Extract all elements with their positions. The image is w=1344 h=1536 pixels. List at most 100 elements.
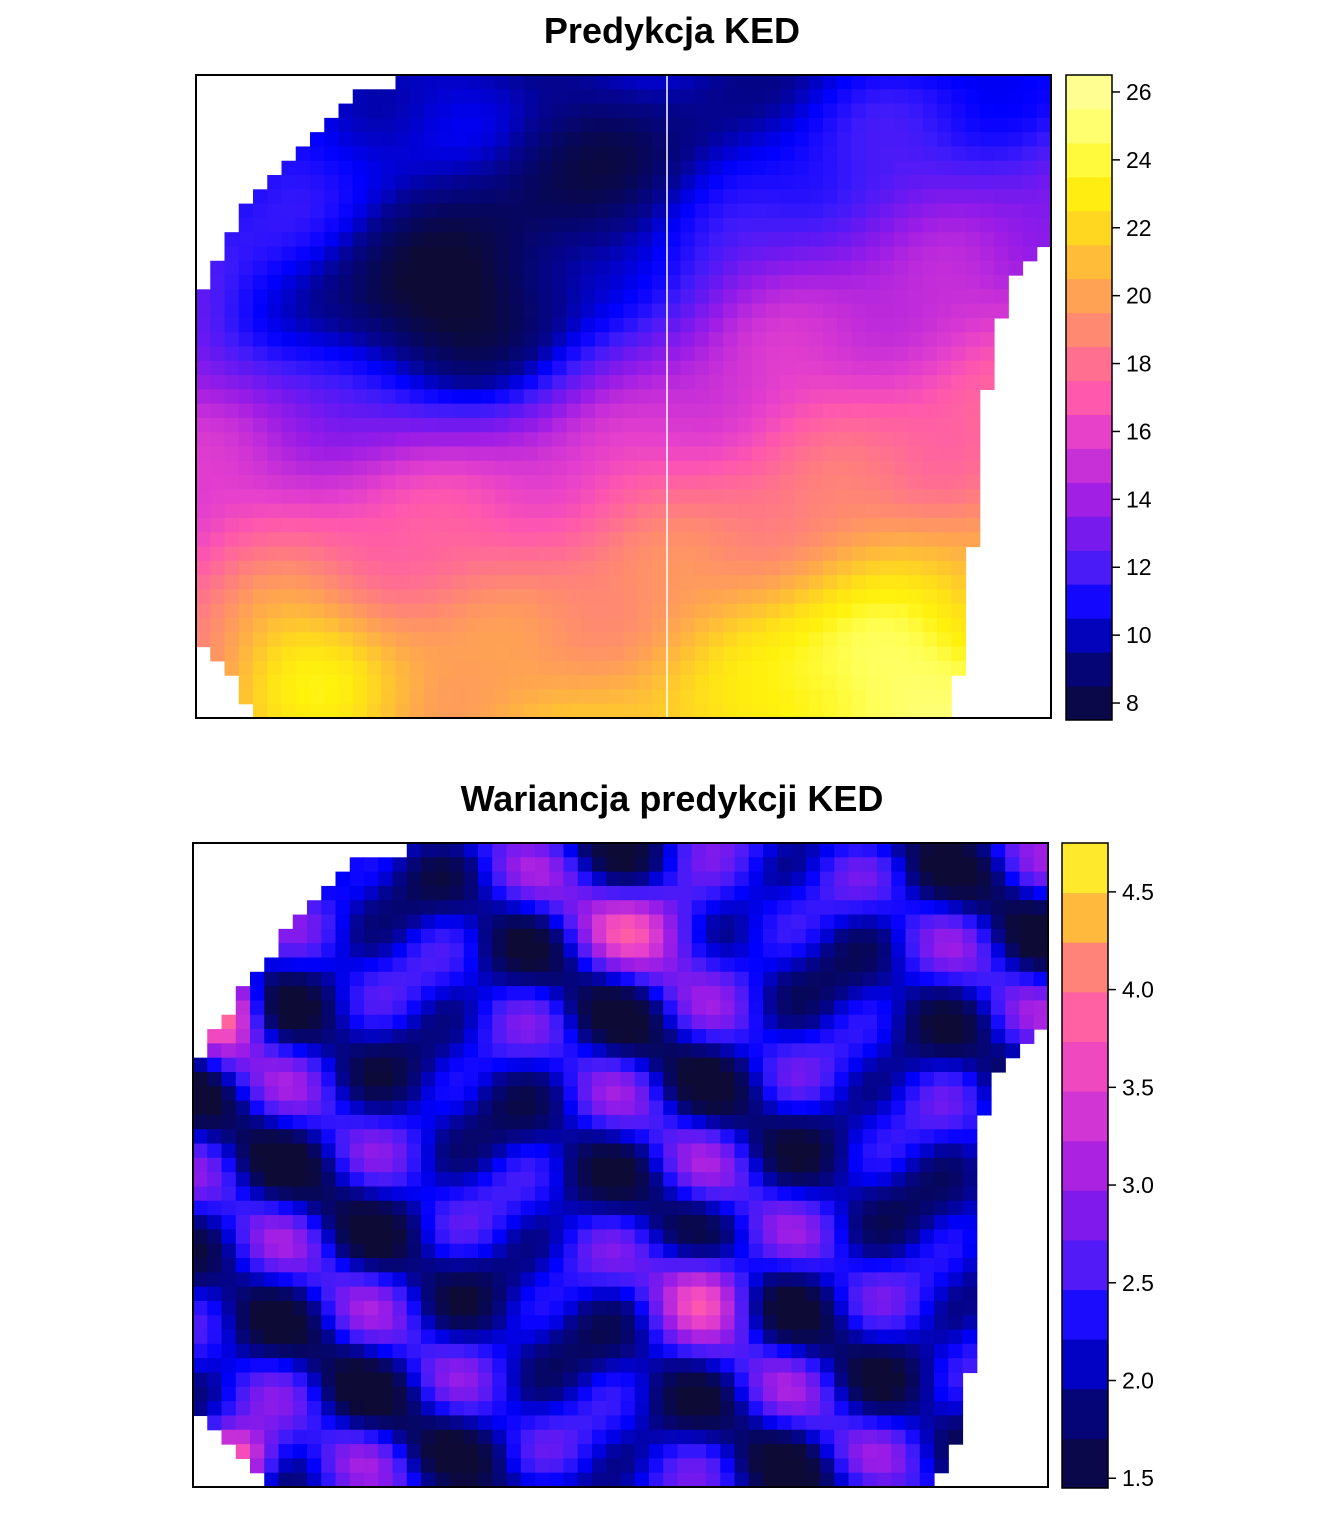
heatmap-cell xyxy=(680,132,696,148)
heatmap-cell xyxy=(367,89,382,105)
heatmap-cell xyxy=(495,632,511,648)
heatmap-cell xyxy=(478,1372,493,1388)
heatmap-cell xyxy=(677,1014,693,1030)
heatmap-cell xyxy=(694,532,710,548)
heatmap-cell xyxy=(965,460,981,476)
heatmap-cell xyxy=(823,532,838,548)
heatmap-cell xyxy=(649,1258,664,1273)
heatmap-cell xyxy=(637,75,653,90)
heatmap-cell xyxy=(435,1014,451,1030)
heatmap-cell xyxy=(466,460,482,476)
heatmap-cell xyxy=(278,971,294,987)
heatmap-cell xyxy=(364,1415,379,1431)
heatmap-cell xyxy=(552,546,568,562)
heatmap-cell xyxy=(934,1429,949,1445)
heatmap-cell xyxy=(919,1415,935,1431)
heatmap-cell xyxy=(691,1286,707,1302)
heatmap-cell xyxy=(948,957,964,973)
heatmap-cell xyxy=(862,986,878,1002)
heatmap-cell xyxy=(478,914,493,930)
heatmap-cell xyxy=(438,446,454,462)
heatmap-cell xyxy=(481,117,496,133)
heatmap-cell xyxy=(463,1029,479,1044)
heatmap-cell xyxy=(905,943,921,959)
heatmap-cell xyxy=(324,575,340,590)
heatmap-cell xyxy=(976,857,992,873)
heatmap-cell xyxy=(495,332,511,348)
heatmap-cell xyxy=(478,1057,493,1073)
heatmap-cell xyxy=(592,1472,607,1488)
heatmap-cell xyxy=(520,1057,536,1073)
heatmap-cell xyxy=(805,914,821,930)
heatmap-cell xyxy=(421,1186,436,1202)
heatmap-cell xyxy=(837,475,853,490)
heatmap-cell xyxy=(751,332,767,348)
heatmap-cell xyxy=(820,943,835,959)
heatmap-cell xyxy=(381,503,397,519)
heatmap-cell xyxy=(580,332,596,348)
heatmap-cell xyxy=(637,632,653,648)
heatmap-cell xyxy=(395,217,411,233)
heatmap-cell xyxy=(834,914,850,930)
heatmap-cell xyxy=(478,1114,493,1130)
heatmap-cell xyxy=(606,1343,622,1359)
heatmap-cell xyxy=(535,986,550,1002)
heatmap-cell xyxy=(523,617,539,633)
heatmap-cell xyxy=(623,275,639,290)
heatmap-cell xyxy=(848,1286,864,1302)
heatmap-cell xyxy=(794,546,810,562)
heatmap-cell xyxy=(207,1200,223,1216)
heatmap-cell xyxy=(666,375,682,390)
heatmap-cell xyxy=(592,1029,607,1044)
heatmap-cell xyxy=(1019,871,1035,887)
heatmap-cell xyxy=(734,971,750,987)
heatmap-cell xyxy=(253,703,268,719)
heatmap-cell xyxy=(706,943,721,959)
heatmap-cell xyxy=(563,1157,579,1173)
heatmap-cell xyxy=(506,986,522,1002)
heatmap-cell xyxy=(238,232,254,248)
heatmap-cell xyxy=(307,943,322,959)
heatmap-cell xyxy=(452,703,468,719)
heatmap-cell xyxy=(395,475,411,490)
heatmap-cell xyxy=(808,103,824,119)
heatmap-cell xyxy=(523,389,539,405)
heatmap-cell xyxy=(805,1401,821,1417)
heatmap-cell xyxy=(766,160,781,176)
heatmap-cell xyxy=(706,1200,721,1216)
heatmap-cell xyxy=(848,1258,864,1273)
heatmap-cell xyxy=(709,460,724,476)
heatmap-cell xyxy=(364,1172,379,1188)
heatmap-cell xyxy=(577,1372,593,1388)
heatmap-cell xyxy=(894,403,910,419)
heatmap-cell xyxy=(808,132,824,148)
heatmap-cell xyxy=(780,589,796,605)
heatmap-cell xyxy=(894,346,910,362)
heatmap-cell xyxy=(352,146,368,162)
heatmap-cell xyxy=(691,1272,707,1288)
heatmap-cell xyxy=(338,260,354,276)
heatmap-cell xyxy=(880,246,895,262)
heatmap-cell xyxy=(595,175,610,190)
heatmap-cell xyxy=(934,943,949,959)
heatmap-cell xyxy=(609,575,625,590)
heatmap-cell xyxy=(566,217,582,233)
heatmap-cell xyxy=(808,332,824,348)
heatmap-cell xyxy=(566,360,582,376)
heatmap-cell xyxy=(951,146,967,162)
heatmap-cell xyxy=(834,1401,850,1417)
heatmap-cell xyxy=(253,189,268,205)
heatmap-cell xyxy=(352,660,368,676)
heatmap-cell xyxy=(435,928,451,944)
heatmap-cell xyxy=(709,232,724,248)
heatmap-cell xyxy=(937,560,952,576)
heatmap-cell xyxy=(281,489,297,505)
heatmap-cell xyxy=(623,232,639,248)
heatmap-cell xyxy=(352,289,368,305)
heatmap-cell xyxy=(1036,189,1052,205)
heatmap-cell xyxy=(720,1229,736,1245)
heatmap-cell xyxy=(552,575,568,590)
heatmap-cell xyxy=(862,1401,878,1417)
heatmap-cell xyxy=(395,517,411,533)
heatmap-cell xyxy=(677,943,693,959)
